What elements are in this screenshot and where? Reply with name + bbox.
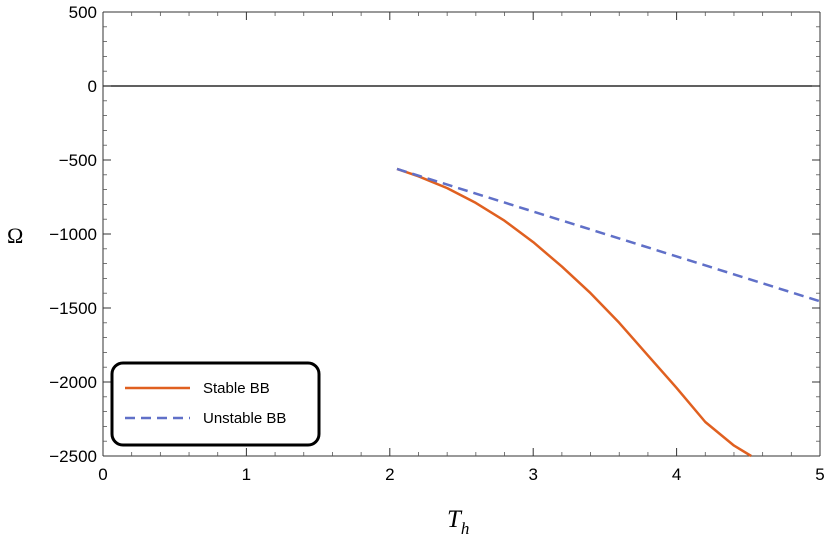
legend: Stable BB Unstable BB [110,361,321,447]
x-tick-label: 3 [528,465,537,484]
x-axis-title-main: T [447,506,463,533]
x-axis-title: Th [447,506,469,537]
series-line-unstable-bb [396,167,821,303]
legend-box [110,361,321,447]
axes: 0 1 2 3 4 5 500 0 −500 −1000 −1500 −2000 −2500 [49,3,824,484]
y-tick-label: −500 [59,151,97,170]
y-tick-label: −1000 [49,225,97,244]
series-line-stable-bb [396,167,752,458]
y-tick-label: −1500 [49,299,97,318]
x-axis-title-subscript: h [461,519,470,537]
x-tick-label: 1 [242,465,251,484]
y-tick-label: 0 [88,77,97,96]
x-tick-label: 4 [672,465,681,484]
y-tick-label: 500 [69,3,97,22]
series-layer [396,167,821,458]
x-tick-label: 2 [385,465,394,484]
legend-label-unstable: Unstable BB [203,410,286,427]
x-tick-label: 0 [98,465,107,484]
x-tick-label: 5 [815,465,824,484]
y-axis-title: Ω [7,223,23,248]
y-tick-label: −2500 [49,447,97,466]
legend-label-stable: Stable BB [203,380,270,397]
y-tick-label: −2000 [49,373,97,392]
